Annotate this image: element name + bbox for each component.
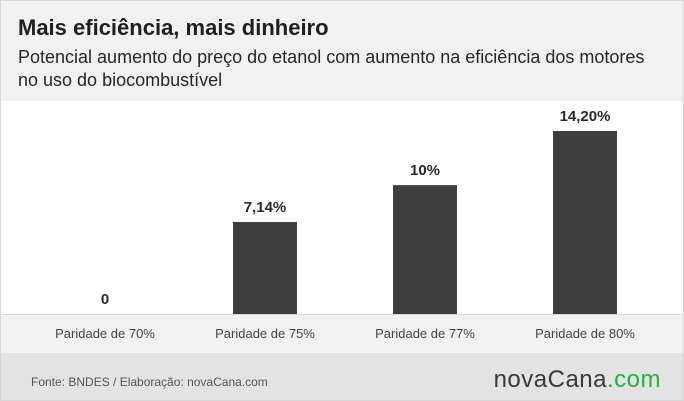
novacana-logo: novaCana.com	[494, 366, 661, 394]
data-label: 14,20%	[560, 108, 611, 125]
category-label: Paridade de 77%	[375, 326, 475, 341]
bar	[393, 185, 457, 314]
source-note: Fonte: BNDES / Elaboração: novaCana.com	[31, 375, 268, 389]
data-label: 7,14%	[244, 199, 287, 216]
data-label: 10%	[410, 162, 440, 179]
category-label: Paridade de 70%	[55, 326, 155, 341]
chart-subtitle: Potencial aumento do preço do etanol com…	[18, 47, 645, 90]
logo-main: novaCana	[493, 366, 607, 393]
category-label: Paridade de 75%	[215, 326, 315, 341]
category-label: Paridade de 80%	[535, 326, 635, 341]
chart-title: Mais eficiência, mais dinheiro	[18, 15, 329, 40]
category-band	[1, 314, 683, 353]
bar	[233, 221, 297, 314]
bar	[553, 131, 617, 314]
bars-group: 0 Paridade de 70% 7,14% Paridade de 75% 10% P…	[55, 108, 635, 341]
footer: Fonte: BNDES / Elaboração: novaCana.com …	[1, 353, 683, 400]
data-label: 0	[101, 291, 109, 308]
logo-suffix: .com	[606, 366, 661, 393]
